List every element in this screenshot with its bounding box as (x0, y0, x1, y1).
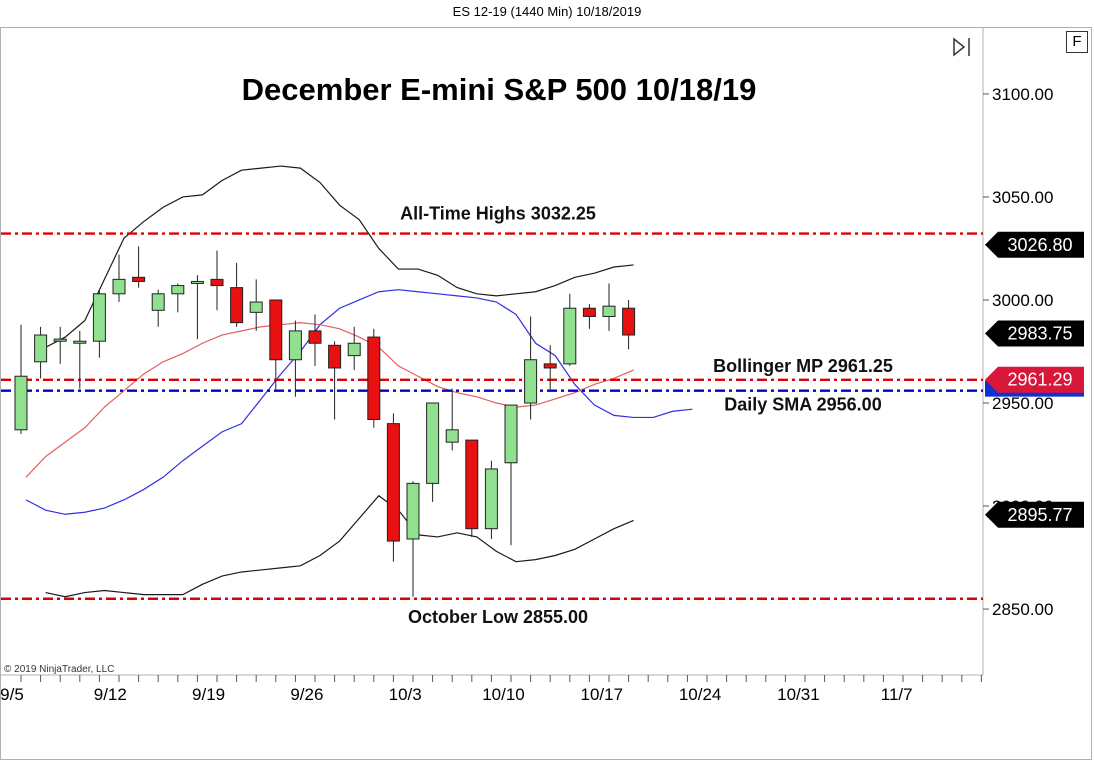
chart-title: December E-mini S&P 500 10/18/19 (242, 72, 757, 107)
candle-body (151, 293, 165, 311)
x-tick-label: 9/5 (0, 685, 24, 704)
candle-body (426, 402, 440, 484)
window-title: ES 12-19 (1440 Min) 10/18/2019 (452, 4, 642, 19)
x-tick-label: 10/24 (679, 685, 722, 704)
price-marker-label: 2983.75 (1007, 323, 1072, 343)
candle-body (34, 334, 48, 363)
y-tick-label: 2950.00 (992, 394, 1053, 413)
x-tick-label: 10/31 (777, 685, 820, 704)
bollinger-middle-line (25, 322, 634, 478)
candle-body (73, 340, 87, 344)
candle-body (563, 307, 577, 365)
candle-body (308, 330, 322, 344)
candle-body (288, 330, 302, 361)
price-marker-label: 3026.80 (1007, 235, 1072, 255)
x-tick-label: 10/3 (389, 685, 422, 704)
candle-body (112, 278, 126, 295)
candle-body (53, 338, 67, 342)
x-tick-label: 9/19 (192, 685, 225, 704)
candle-body (92, 293, 106, 342)
play-end-icon (953, 37, 970, 57)
candle-body (249, 301, 263, 313)
x-tick-label: 9/26 (290, 685, 323, 704)
price-marker (985, 231, 1084, 258)
candle-body (524, 359, 538, 404)
price-marker-label: 2961.29 (1007, 370, 1072, 390)
candle-body (14, 375, 28, 431)
f-button[interactable]: F (1066, 31, 1088, 53)
level-labels: All-Time Highs 3032.25 Bollinger MP 2961.… (400, 204, 893, 627)
x-tick-label: 9/12 (94, 685, 127, 704)
price-marker (985, 320, 1084, 347)
y-tick-label: 3100.00 (992, 85, 1053, 104)
x-tick-label: 10/17 (581, 685, 624, 704)
candle-body (367, 336, 381, 420)
candle-body (445, 429, 459, 443)
chart-frame (0, 27, 1092, 760)
copyright-text: © 2019 NinjaTrader, LLC (4, 664, 114, 675)
x-tick-label: 11/7 (881, 685, 913, 704)
candle-body (132, 276, 146, 282)
candle-body (602, 305, 616, 317)
candle-body (386, 423, 400, 542)
sma-line (25, 289, 693, 515)
indicator-lines (25, 165, 693, 598)
x-tick-label: 10/10 (482, 685, 525, 704)
candle-body (328, 344, 342, 369)
scroll-to-end-button[interactable] (952, 36, 974, 58)
candle-body (543, 363, 557, 369)
candle-body (230, 287, 244, 324)
candle-body (190, 280, 204, 284)
candle-body (504, 404, 518, 464)
x-axis: 9/5 9/12 9/19 9/26 10/3 10/10 10/17 10/24 10/31 1… (0, 675, 982, 704)
candle-body (622, 307, 636, 336)
candle-body (582, 307, 596, 317)
bollinger-lower-line (45, 494, 634, 598)
level-label: All-Time Highs 3032.25 (400, 204, 596, 224)
candle-body (484, 468, 498, 530)
y-tick-label: 3050.00 (992, 188, 1053, 207)
price-marker (985, 366, 1084, 393)
candle-body (347, 342, 361, 357)
price-markers: 3026.80 2983.75 2961.29 2895.77 (985, 231, 1084, 528)
candle-body (210, 278, 224, 287)
y-tick-label: 2850.00 (992, 600, 1053, 619)
level-label: October Low 2855.00 (408, 607, 588, 627)
candle-body (465, 439, 479, 530)
price-marker (985, 501, 1084, 528)
level-label: Daily SMA 2956.00 (724, 395, 881, 415)
candle-body (406, 482, 420, 540)
candle-body (171, 285, 185, 295)
y-tick-label: 3000.00 (992, 291, 1053, 310)
candle-body (269, 299, 283, 361)
candlesticks (14, 246, 636, 597)
y-axis: 3100.003050.003000.002950.002900.002850.… (983, 85, 1053, 619)
level-label: Bollinger MP 2961.25 (713, 356, 893, 376)
plot-area (1, 28, 984, 676)
price-marker-label: 2895.77 (1007, 505, 1072, 525)
bollinger-upper-line (45, 165, 634, 348)
